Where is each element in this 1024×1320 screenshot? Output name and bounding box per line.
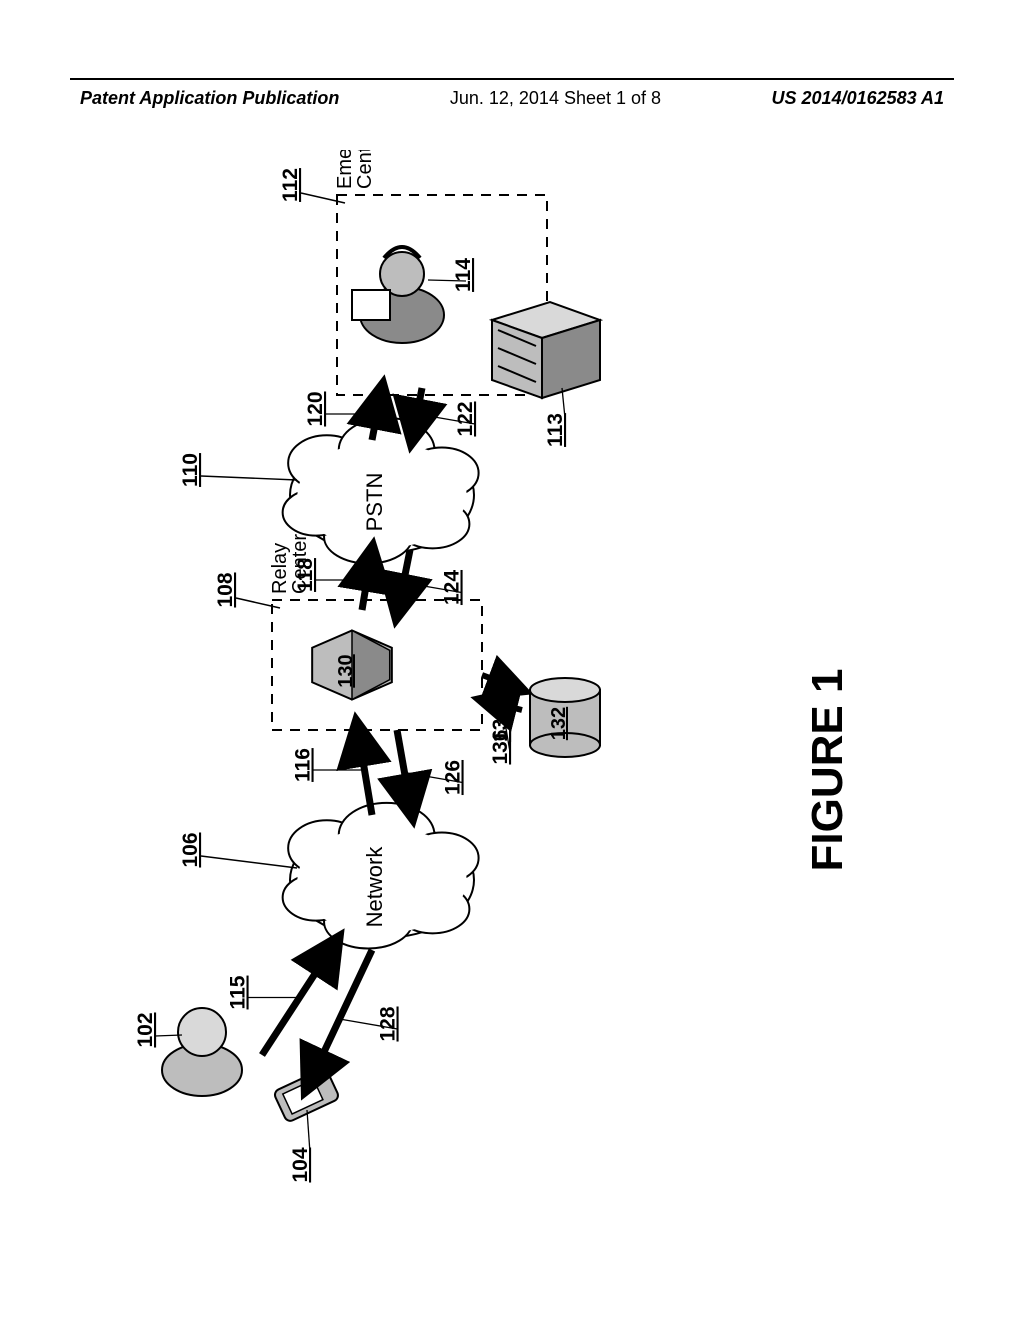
svg-text:113: 113 <box>544 413 567 447</box>
header-rule <box>70 78 954 80</box>
header-left: Patent Application Publication <box>80 88 339 109</box>
svg-text:130: 130 <box>335 654 357 687</box>
svg-text:110: 110 <box>179 453 202 487</box>
svg-text:106: 106 <box>179 832 202 867</box>
svg-text:128: 128 <box>377 1006 400 1041</box>
header-middle: Jun. 12, 2014 Sheet 1 of 8 <box>450 88 661 109</box>
svg-text:132: 132 <box>548 707 570 740</box>
page-header: Patent Application Publication Jun. 12, … <box>80 88 944 109</box>
svg-text:120: 120 <box>304 391 327 426</box>
svg-text:115: 115 <box>227 975 250 1009</box>
svg-text:104: 104 <box>289 1147 312 1182</box>
svg-text:102: 102 <box>134 1012 157 1047</box>
figure-area: FIGURE 1NetworkPSTNRelayCenter108Emergen… <box>62 150 962 1250</box>
svg-text:Emergency CallCenter: Emergency CallCenter <box>334 150 376 189</box>
svg-text:126: 126 <box>442 760 465 795</box>
svg-text:118: 118 <box>294 558 317 592</box>
svg-text:114: 114 <box>452 258 475 292</box>
svg-text:122: 122 <box>454 401 477 436</box>
figure-svg: FIGURE 1NetworkPSTNRelayCenter108Emergen… <box>62 150 962 1250</box>
svg-text:FIGURE 1: FIGURE 1 <box>803 669 852 872</box>
svg-text:Network: Network <box>362 846 387 928</box>
svg-text:112: 112 <box>279 168 302 202</box>
svg-text:124: 124 <box>441 570 464 605</box>
header-right: US 2014/0162583 A1 <box>772 88 944 109</box>
svg-text:116: 116 <box>292 748 315 782</box>
svg-text:108: 108 <box>214 572 237 607</box>
svg-text:PSTN: PSTN <box>362 473 387 532</box>
page: Patent Application Publication Jun. 12, … <box>0 0 1024 1320</box>
